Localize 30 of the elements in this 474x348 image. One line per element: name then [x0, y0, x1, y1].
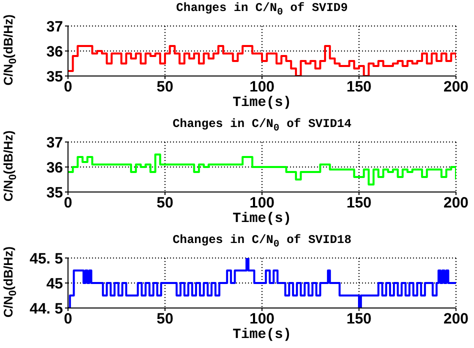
y-tick-label: 45. 5 [30, 250, 63, 268]
chart-title: Changes in C/N$_{0}$ of SVID18 [172, 233, 352, 250]
x-tick-label: 200 [443, 310, 469, 328]
x-tick-label: 150 [346, 78, 372, 96]
x-tick-label: 100 [249, 310, 275, 328]
x-tick-label: 50 [156, 310, 174, 328]
x-tick-label: 200 [443, 78, 469, 96]
y-tick-label: 44. 5 [30, 300, 63, 318]
x-tick-label: 50 [156, 78, 174, 96]
x-tick-label: 50 [156, 194, 174, 212]
y-tick-label: 36 [46, 159, 63, 176]
chart-title: Changes in C/N$_{0}$ of SVID9 [175, 1, 349, 18]
y-tick-label: 35 [46, 68, 63, 86]
x-axis-title: Time(s) [232, 95, 292, 112]
x-axis-title: Time(s) [232, 327, 292, 344]
y-tick-label: 35 [46, 184, 63, 202]
x-axis-title: Time(s) [232, 211, 292, 228]
y-tick-label: 36 [46, 43, 63, 60]
x-tick-label: 150 [346, 194, 372, 212]
x-tick-label: 200 [443, 194, 469, 212]
x-tick-label: 100 [249, 194, 275, 212]
x-tick-label: 0 [64, 194, 72, 212]
x-tick-label: 0 [64, 310, 72, 328]
chart-title: Changes in C/N$_{0}$ of SVID14 [172, 117, 352, 134]
y-tick-label: 37 [46, 18, 63, 36]
x-tick-label: 150 [346, 310, 372, 328]
x-tick-label: 100 [249, 78, 275, 96]
y-tick-label: 45 [46, 275, 63, 292]
y-tick-label: 37 [46, 134, 63, 152]
x-tick-label: 0 [64, 78, 72, 96]
